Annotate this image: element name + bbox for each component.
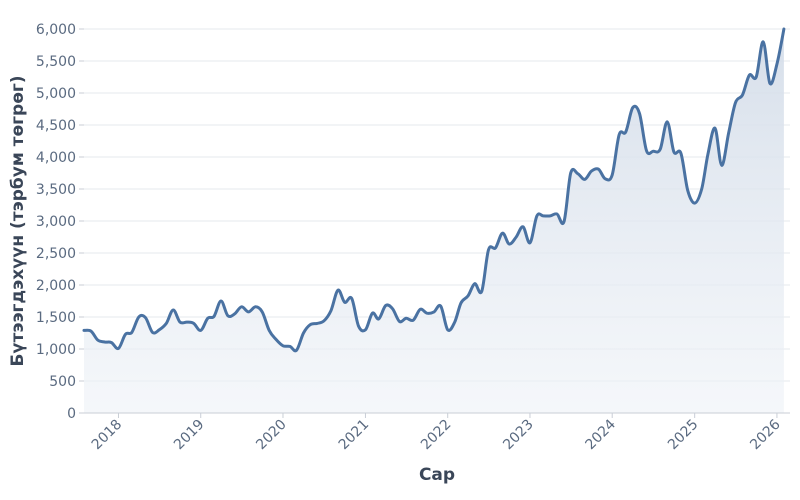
- x-tick-label: 2018: [89, 417, 126, 454]
- y-axis-ticks: 0 500 1,000 1,500 2,000 2,500 3,000 3,500 4,000 4…: [36, 22, 84, 422]
- y-tick-label: 4,000: [36, 150, 76, 166]
- x-tick-label: 2024: [583, 416, 620, 453]
- y-tick-label: 1,000: [36, 342, 76, 358]
- x-tick-label: 2026: [747, 416, 784, 453]
- y-tick-label: 1,500: [36, 310, 76, 326]
- y-tick-label: 5,500: [36, 54, 76, 70]
- x-tick-label: 2020: [253, 417, 290, 454]
- y-tick-label: 4,500: [36, 118, 76, 134]
- y-axis-title: Бүтээгдэхүүн (тэрбум төгрөг): [8, 75, 28, 366]
- x-tick-label: 2019: [171, 417, 208, 454]
- x-tick-label: 2021: [336, 417, 373, 454]
- x-axis-title: Сар: [419, 465, 455, 485]
- x-tick-label: 2023: [500, 417, 537, 454]
- y-tick-label: 500: [49, 374, 76, 390]
- y-tick-label: 3,000: [36, 214, 76, 230]
- y-tick-label: 0: [67, 406, 76, 422]
- x-tick-label: 2025: [665, 417, 702, 454]
- x-axis-ticks: 2018 2019 2020 2021 2022 2023 2024 2025 2026: [89, 413, 784, 453]
- y-tick-label: 3,500: [36, 182, 76, 198]
- series-line: [82, 27, 786, 353]
- y-tick-label: 6,000: [36, 22, 76, 38]
- series-area-fill: [84, 29, 784, 413]
- y-tick-label: 5,000: [36, 86, 76, 102]
- y-tick-label: 2,500: [36, 246, 76, 262]
- x-tick-label: 2022: [418, 417, 455, 454]
- y-tick-label: 2,000: [36, 278, 76, 294]
